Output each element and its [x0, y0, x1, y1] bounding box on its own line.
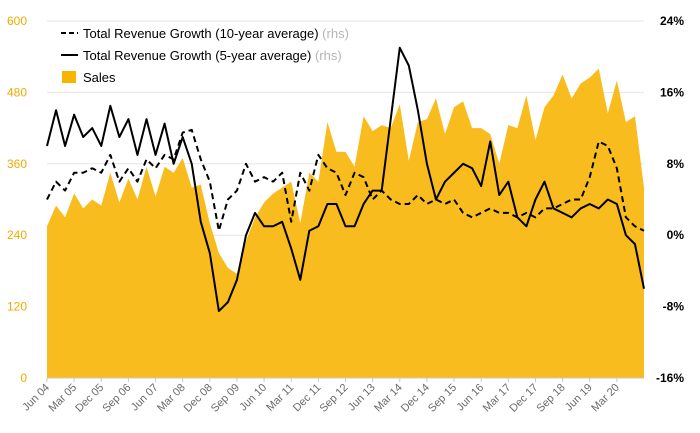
sales-area-layer [47, 68, 644, 378]
x-tick-label: Sep 09 [209, 382, 242, 415]
legend-item-sales: Sales [62, 70, 116, 85]
x-tick-label: Sep 12 [317, 382, 350, 415]
y-right-tick-label: 0% [667, 228, 685, 242]
x-tick-label: Jun 16 [454, 382, 486, 414]
ten-year-growth-line [46, 128, 645, 232]
legend-item-five_year: Total Revenue Growth (5-year average) (r… [61, 48, 342, 63]
growth-lines-layer [46, 46, 645, 313]
legend-rhs-suffix: (rhs) [319, 26, 349, 41]
five-year-growth-line [46, 46, 645, 313]
legend-label: Sales [83, 70, 116, 85]
x-tick-label: Sep 15 [426, 382, 459, 415]
x-tick-label: Dec 14 [399, 382, 432, 415]
x-tick-label: Jun 19 [563, 382, 595, 414]
y-left-tick-label: 600 [7, 14, 27, 28]
x-tick-label: Mar 05 [47, 382, 80, 415]
legend-rhs-suffix: (rhs) [311, 48, 341, 63]
legend: Total Revenue Growth (10-year average) (… [61, 26, 349, 85]
x-tick-label: Sep 18 [535, 382, 568, 415]
y-right-tick-label: 24% [660, 14, 684, 28]
x-tick-label: Mar 17 [481, 382, 514, 415]
x-tick-label: Mar 20 [589, 382, 622, 415]
x-tick-label: Jun 13 [346, 382, 378, 414]
y-right-tick-label: 16% [660, 85, 684, 99]
y-right-tick-label: 8% [667, 157, 685, 171]
y-right-tick-label: -8% [663, 300, 685, 314]
y-right-tick-label: -16% [656, 371, 684, 385]
x-tick-label: Dec 08 [182, 382, 215, 415]
x-tick-label: Jun 10 [237, 382, 269, 414]
x-tick-label: Jun 04 [20, 382, 52, 414]
y-left-tick-label: 360 [7, 157, 27, 171]
legend-item-ten_year: Total Revenue Growth (10-year average) (… [61, 26, 349, 41]
x-tick-label: Dec 17 [507, 382, 540, 415]
y-left-tick-label: 0 [20, 371, 27, 385]
legend-label: Total Revenue Growth (5-year average) (r… [83, 48, 342, 63]
y-left-tick-label: 480 [7, 85, 27, 99]
x-tick-label: Dec 05 [73, 382, 106, 415]
y-left-tick-label: 240 [7, 228, 27, 242]
x-tick-label: Mar 11 [264, 382, 296, 414]
legend-swatch-sales [62, 71, 76, 83]
sales-area [47, 68, 644, 378]
x-tick-label: Dec 11 [291, 382, 324, 415]
y-left-tick-label: 120 [7, 300, 27, 314]
x-tick-label: Mar 08 [155, 382, 188, 415]
x-tick-label: Sep 06 [100, 382, 133, 415]
x-tick-label: Jun 07 [129, 382, 161, 414]
x-tick-label: Mar 14 [372, 382, 405, 415]
legend-label: Total Revenue Growth (10-year average) (… [83, 26, 349, 41]
